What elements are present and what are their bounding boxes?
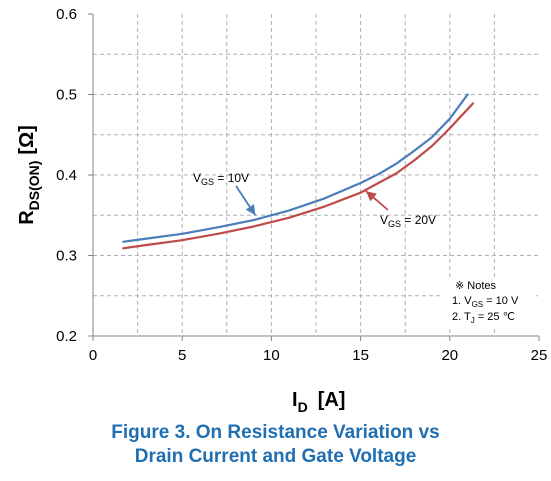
- y-axis-title: RDS(ON)[Ω]: [16, 125, 42, 225]
- annotation-vgs-10v: VGS = 10V: [193, 171, 249, 187]
- annotation-arrows: [235, 185, 389, 216]
- notes-background: [442, 278, 536, 326]
- series-group: [122, 93, 475, 250]
- annotation-arrow-vgs-10v-head: [245, 204, 256, 216]
- x-tick-label: 5: [178, 347, 186, 364]
- x-axis-title: ID [A]: [292, 389, 345, 415]
- figure-caption: Figure 3. On Resistance Variation vs Dra…: [0, 421, 551, 469]
- notes-title: ※ Notes: [455, 280, 497, 292]
- x-tick-label: 0: [89, 347, 97, 364]
- series-line-vgs-20v: [122, 102, 475, 250]
- series-line-vgs-10v: [122, 93, 469, 243]
- caption-line-2: Drain Current and Gate Voltage: [134, 446, 417, 467]
- annotation-arrow-vgs-20v-head: [365, 191, 377, 202]
- y-tick-label: 0.4: [56, 167, 77, 184]
- x-tick-label: 25: [531, 347, 548, 364]
- annotation-vgs-20v: VGS = 20V: [380, 213, 436, 229]
- y-tick-label: 0.2: [56, 328, 77, 345]
- x-tick-label: 10: [263, 347, 280, 364]
- axes: 0 5 10 15 20 25 0.2 0.3 0.4 0.5 0.6: [56, 6, 547, 364]
- y-tick-label: 0.6: [56, 6, 77, 23]
- x-tick-label: 20: [441, 347, 458, 364]
- y-tick-label: 0.5: [56, 87, 77, 104]
- notes-box: ※ Notes 1. VGS = 10 V 2. TJ = 25 ℃: [442, 278, 536, 326]
- x-tick-label: 15: [352, 347, 369, 364]
- caption-line-1: Figure 3. On Resistance Variation vs: [111, 422, 440, 443]
- note-item-tj: 2. TJ = 25 ℃: [452, 311, 515, 325]
- note-item-vgs: 1. VGS = 10 V: [452, 295, 519, 309]
- y-tick-label: 0.3: [56, 248, 77, 265]
